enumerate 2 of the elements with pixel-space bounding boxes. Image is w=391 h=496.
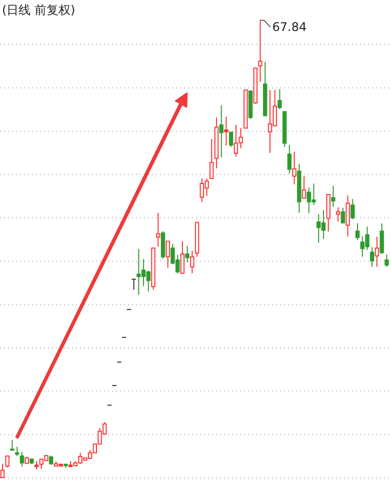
chart-title: (日线 前复权) bbox=[2, 3, 76, 17]
annotation: 67.84 bbox=[272, 20, 307, 34]
